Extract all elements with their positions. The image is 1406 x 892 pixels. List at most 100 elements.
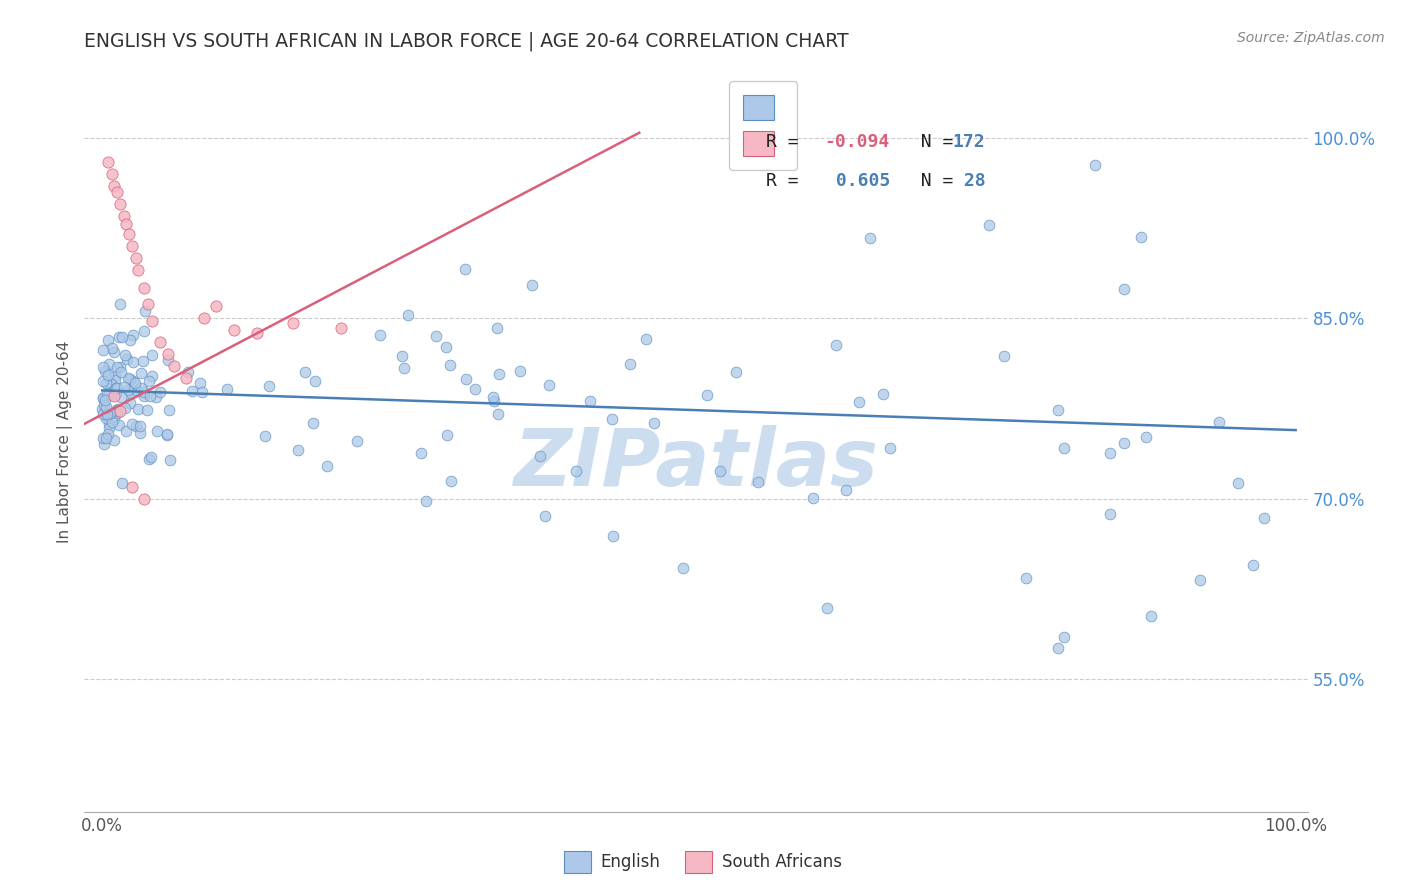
Point (129, 419, 152, 434)
Point (97, 426, 120, 441)
Point (103, 178, 125, 193)
Point (848, 395, 870, 409)
Point (672, 561, 695, 575)
Point (111, 330, 134, 344)
Point (96, 407, 118, 421)
Point (1099, 508, 1122, 522)
Point (486, 408, 509, 422)
Point (91, 401, 114, 416)
Point (117, 352, 139, 367)
Point (157, 403, 180, 417)
Point (97, 154, 120, 169)
Point (409, 446, 432, 460)
Point (103, 389, 125, 403)
Point (482, 394, 505, 409)
Point (602, 528, 624, 542)
Point (91, 391, 114, 405)
Point (121, 239, 143, 253)
Point (747, 475, 769, 490)
Point (121, 328, 143, 343)
Point (141, 313, 163, 327)
Point (97, 368, 120, 382)
Point (193, 311, 215, 326)
Point (103, 433, 125, 447)
Point (181, 384, 204, 398)
Point (108, 404, 131, 418)
Point (141, 368, 163, 383)
Point (110, 364, 132, 378)
Text: 172: 172 (952, 133, 986, 151)
Point (136, 296, 159, 310)
Point (110, 390, 132, 404)
Point (436, 428, 458, 442)
Point (1135, 430, 1157, 444)
Point (107, 401, 129, 416)
Point (859, 230, 882, 244)
Text: -0.094: -0.094 (824, 133, 890, 151)
Legend: , : , (730, 81, 797, 170)
Point (304, 374, 326, 388)
Point (156, 428, 179, 442)
Point (128, 425, 150, 440)
Point (440, 475, 463, 489)
Point (159, 452, 181, 467)
Point (104, 374, 127, 388)
Point (105, 381, 128, 395)
Point (112, 209, 135, 223)
Point (115, 424, 138, 438)
Point (1112, 282, 1135, 296)
Point (1208, 415, 1230, 429)
Point (93, 392, 115, 407)
Point (97, 417, 120, 431)
Point (96, 432, 118, 446)
Point (156, 426, 179, 441)
Point (100, 376, 122, 391)
Point (115, 217, 138, 231)
Point (107, 359, 129, 374)
Point (98, 357, 121, 371)
Point (94, 364, 117, 378)
Point (129, 366, 152, 380)
Point (108, 360, 131, 375)
Point (643, 416, 665, 430)
Point (138, 389, 160, 403)
Point (425, 329, 447, 343)
Point (222, 323, 245, 337)
Point (482, 390, 505, 404)
Point (456, 372, 478, 386)
Point (439, 358, 461, 372)
Point (139, 450, 162, 464)
Point (108, 329, 131, 343)
Point (96, 385, 118, 400)
Point (1052, 630, 1074, 644)
Point (94, 401, 117, 415)
Point (394, 361, 416, 376)
Point (104, 369, 127, 384)
Point (696, 388, 718, 402)
Point (724, 365, 747, 379)
Point (100, 388, 122, 402)
Point (91, 360, 114, 375)
Point (104, 386, 127, 401)
Point (127, 384, 149, 399)
Point (188, 376, 211, 390)
Point (93, 431, 115, 445)
Point (257, 378, 280, 392)
Point (94, 376, 117, 391)
Point (509, 364, 531, 378)
Point (316, 458, 339, 473)
Point (132, 389, 155, 403)
Point (977, 218, 1000, 232)
Point (329, 320, 352, 334)
Point (134, 304, 156, 318)
Point (415, 494, 437, 508)
Point (346, 434, 368, 448)
Point (91, 374, 114, 388)
Point (97, 333, 120, 347)
Point (1015, 571, 1038, 585)
Point (215, 382, 238, 396)
Point (709, 464, 731, 478)
Point (302, 416, 325, 430)
Point (834, 483, 856, 497)
Text: ZIPatlas: ZIPatlas (513, 425, 879, 503)
